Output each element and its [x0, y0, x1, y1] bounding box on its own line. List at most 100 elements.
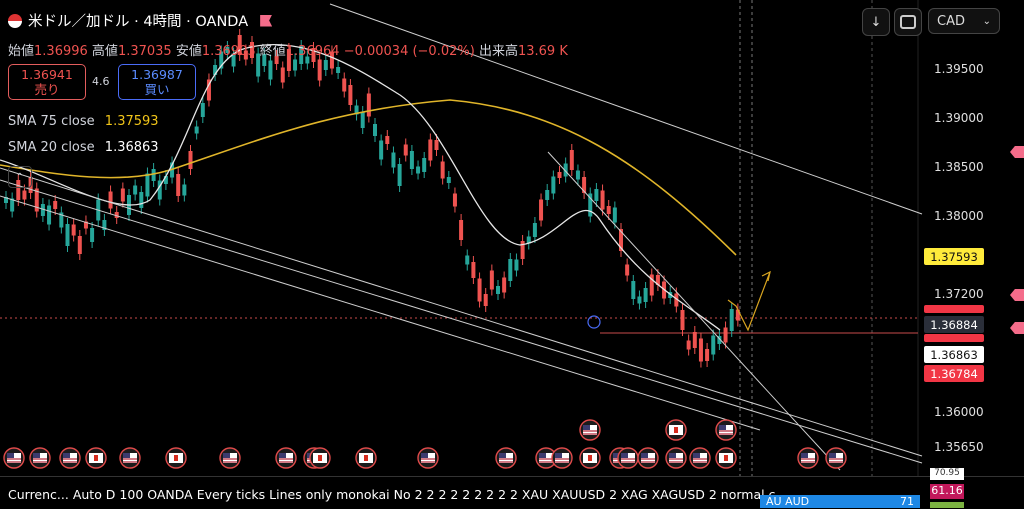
us-flag-canton [669, 453, 676, 458]
candle [532, 223, 537, 237]
volume-value: 13.69 K [517, 44, 568, 59]
candle [71, 224, 76, 236]
candle [139, 192, 144, 208]
table-cell: 70.95 [930, 468, 964, 480]
maple-leaf-mark [94, 455, 98, 461]
candle [477, 278, 482, 302]
candle [582, 177, 587, 193]
sma20-line [0, 44, 721, 331]
close-value: 1.36964 [285, 44, 340, 59]
stacked-tag [924, 305, 984, 313]
us-flag-canton [719, 425, 726, 430]
axis-label: 1.36000 [934, 405, 984, 419]
chevron-up-icon: ⌃ [15, 171, 25, 183]
us-flag-canton [499, 453, 506, 458]
symbol-title[interactable]: 米ドル／加ドル · 4時間 · OANDA [28, 14, 249, 30]
candle [526, 236, 531, 244]
candle [649, 274, 654, 296]
sma75-price-tag: 1.37593 [924, 248, 984, 265]
candle [53, 201, 58, 209]
candle [120, 188, 125, 202]
trend-line [329, 3, 923, 215]
buy-label: 買い [144, 82, 170, 97]
candle [502, 277, 507, 293]
candle [250, 42, 254, 58]
candle [674, 293, 679, 307]
candle [90, 228, 95, 242]
candle [194, 126, 199, 134]
candle [575, 170, 580, 180]
candle [342, 78, 347, 92]
us-flag-canton [641, 453, 648, 458]
us-flag-canton [613, 453, 620, 458]
change-value: −0.00034 (−0.02%) [343, 44, 475, 59]
sma20-label: SMA 20 close [8, 140, 95, 155]
candle [422, 158, 427, 172]
maple-leaf-mark [724, 455, 728, 461]
candle [668, 292, 673, 298]
candle [83, 221, 88, 229]
candle [157, 180, 162, 200]
candle [452, 193, 457, 207]
candle [434, 140, 439, 150]
candle [735, 309, 740, 321]
us-flag-canton [123, 453, 130, 458]
sma75-line [0, 99, 737, 256]
maple-leaf-mark [674, 427, 678, 433]
candle [717, 336, 722, 344]
candle [16, 180, 21, 200]
symbol-logo-icon[interactable] [8, 13, 22, 28]
buy-button[interactable]: 1.36987 買い [118, 64, 196, 100]
candle [280, 67, 285, 83]
arrowhead [761, 270, 771, 282]
candle [440, 161, 445, 179]
candle [612, 207, 617, 223]
us-flag-canton [279, 453, 286, 458]
candle [723, 327, 728, 343]
maximize-icon [900, 15, 916, 29]
table-row: AU AUD 71 [760, 495, 920, 508]
candle [397, 164, 402, 186]
collapse-legend-button[interactable]: ⌃ [8, 166, 32, 188]
candle [231, 53, 236, 67]
candle [465, 255, 470, 265]
candle [354, 105, 359, 115]
axis-label: 1.37200 [934, 287, 984, 301]
candle [114, 212, 119, 218]
candle [483, 294, 488, 306]
candle [520, 241, 525, 259]
candle [286, 49, 291, 71]
trend-line [0, 179, 923, 464]
candle [176, 174, 181, 196]
sma75-legend[interactable]: SMA 75 close 1.37593 [8, 114, 159, 129]
arrow-down-icon: ↓ [870, 14, 882, 30]
candle [323, 60, 328, 70]
candle [22, 190, 27, 200]
alert-marker-icon[interactable] [1010, 322, 1024, 334]
candle [206, 79, 211, 101]
maple-leaf-mark [364, 455, 368, 461]
candle [625, 264, 630, 276]
candle [256, 53, 261, 77]
candle [698, 338, 703, 362]
candle [299, 46, 304, 64]
flag-icon[interactable] [260, 14, 273, 27]
buy-price: 1.36987 [131, 67, 183, 82]
candle [10, 198, 15, 212]
alert-marker-icon[interactable] [1010, 146, 1024, 158]
fullscreen-button[interactable] [894, 8, 922, 36]
candle [317, 59, 322, 81]
alert-marker-icon[interactable] [1010, 289, 1024, 301]
us-flag-canton [223, 453, 230, 458]
candle [336, 67, 341, 73]
maple-leaf-mark [174, 455, 178, 461]
high-label: 高値 [91, 44, 118, 59]
sell-button[interactable]: 1.36941 売り [8, 64, 86, 100]
us-flag-canton [801, 453, 808, 458]
scroll-down-button[interactable]: ↓ [862, 8, 890, 36]
candle [65, 224, 70, 246]
candle [496, 286, 500, 294]
currency-select[interactable]: CAD ⌄ [928, 8, 1000, 34]
sma20-legend[interactable]: SMA 20 close 1.36863 [8, 140, 159, 155]
